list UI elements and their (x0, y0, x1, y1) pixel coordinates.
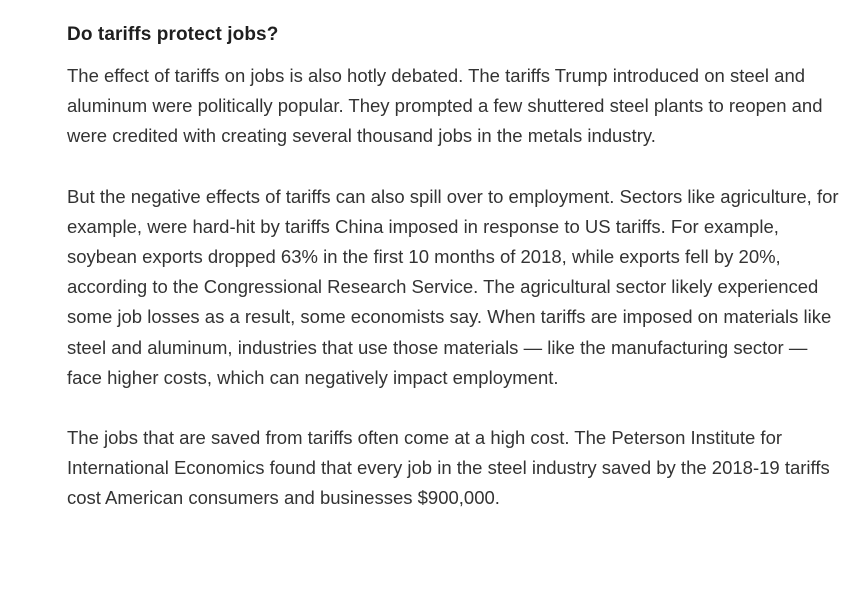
paragraph-negative-effects: But the negative effects of tariffs can … (67, 185, 839, 388)
paragraph-job-cost: The jobs that are saved from tariffs oft… (67, 427, 830, 509)
paragraph-jobs-debate: The effect of tariffs on jobs is also ho… (67, 65, 823, 147)
article-body: Do tariffs protect jobs? The effect of t… (67, 22, 842, 514)
section-heading: Do tariffs protect jobs? (67, 24, 279, 45)
